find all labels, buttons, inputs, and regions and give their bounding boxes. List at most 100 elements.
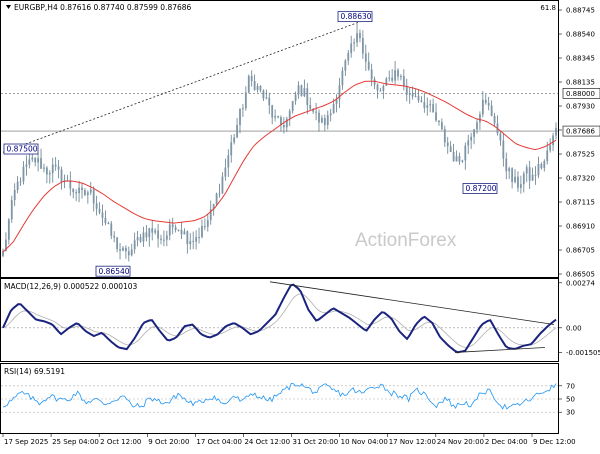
rsi-tick-label: 50 (566, 396, 575, 404)
rsi-plot (1, 382, 558, 413)
candle-body (300, 85, 303, 97)
time-tick-label: 25 Sep 04:00 (52, 438, 99, 446)
candle-body (163, 239, 165, 241)
time-tick-label: 9 Oct 20:00 (148, 438, 189, 446)
candle-body (171, 224, 174, 228)
candle-body (502, 140, 505, 159)
price-tick-label: 0.88135 (566, 79, 595, 87)
candle-body (455, 156, 458, 162)
candle-body (388, 77, 391, 79)
macd-plot (1, 281, 558, 354)
candle-body (361, 38, 364, 54)
macd-tick-label: 0.00274 (566, 279, 595, 287)
price-tick-label: 0.87525 (566, 151, 595, 159)
candle-body (417, 95, 420, 101)
candle-body (490, 105, 493, 116)
price-tick-label: 0.86505 (566, 271, 595, 279)
candle-body (221, 176, 224, 194)
candle-body (37, 158, 40, 163)
price-annotation-box (3, 143, 39, 155)
candle-body (119, 249, 121, 251)
candle-body (408, 93, 411, 95)
candle-body (528, 167, 531, 181)
candle-body (16, 181, 19, 190)
price-annotation-box (337, 11, 373, 23)
candle-body (89, 189, 92, 193)
candle-body (247, 75, 250, 93)
price-tick-label: 0.86910 (566, 223, 595, 231)
macd-line (2, 283, 557, 354)
candle-body (209, 209, 212, 221)
price-annotation-box (462, 183, 498, 194)
time-tick-label: 17 Sep 2025 (4, 438, 48, 446)
candle-body (236, 125, 238, 138)
price-annotation-label: 0.87500 (7, 145, 38, 154)
candle-body (321, 118, 323, 123)
price-tick-label: 0.88345 (566, 55, 595, 63)
candle-body (525, 167, 528, 174)
candle-body (168, 224, 171, 236)
candle-body (373, 79, 376, 85)
candle-body (423, 102, 426, 108)
rsi-panel-header: RSI(14) 69.5191 (4, 367, 65, 376)
candle-body (233, 137, 236, 143)
candle-body (127, 251, 130, 256)
candle-body (517, 176, 519, 188)
candle-body (458, 156, 461, 162)
candle-body (522, 173, 525, 185)
candle-body (75, 192, 78, 194)
candle-body (382, 85, 385, 91)
price-axis: 0.887450.885400.883450.881350.879300.877… (558, 7, 600, 279)
candle-body (174, 227, 177, 231)
candle-body (224, 167, 227, 177)
candle-body (57, 166, 60, 170)
candle-body (306, 88, 309, 106)
candle-body (28, 159, 31, 165)
candle-body (5, 239, 7, 252)
candle-body (48, 173, 51, 175)
menu-triangle-icon[interactable] (6, 5, 11, 9)
rsi-panel-frame (0, 363, 559, 434)
candle-body (332, 103, 335, 114)
candle-body (549, 145, 552, 151)
candle-body (2, 251, 4, 256)
candle-body (329, 113, 332, 116)
candle-body (414, 95, 417, 97)
price-level-label: 0.87686 (566, 128, 595, 136)
candle-body (505, 158, 508, 172)
candle-body (250, 75, 253, 82)
price-level-box (562, 88, 600, 99)
candle-body (277, 115, 279, 118)
candle-body (183, 231, 186, 235)
candle-body (60, 169, 63, 183)
moving-average-line (2, 80, 557, 253)
candle-body (54, 164, 57, 167)
candle-body (25, 164, 28, 167)
candle-body (43, 167, 45, 169)
time-axis: 17 Sep 2025 25 Sep 04:00 2 Oct 12:00 9 Oct … (2, 434, 576, 446)
candle-body (253, 81, 256, 91)
time-tick-label: 2 Dec 04:00 (485, 438, 528, 446)
watermark: ActionForex (355, 230, 457, 251)
candle-body (86, 192, 89, 195)
candle-body (376, 84, 379, 91)
candle-body (142, 232, 145, 242)
candle-body (227, 155, 230, 168)
candle-body (534, 174, 537, 176)
candle-body (338, 85, 341, 100)
candle-body (452, 151, 455, 162)
candle-body (350, 43, 353, 54)
candle-body (157, 230, 159, 239)
main-panel-frame (0, 0, 559, 278)
candle-body (493, 115, 496, 124)
time-tick-label: 9 Dec 12:00 (533, 438, 576, 446)
candle-body (124, 247, 127, 252)
candle-body (446, 142, 449, 147)
candle-body (303, 88, 306, 97)
candle-body (484, 99, 487, 103)
candle-body (402, 76, 405, 86)
candle-body (136, 237, 139, 241)
price-tick-label: 0.86705 (566, 247, 595, 255)
candle-body (92, 189, 95, 204)
time-tick-label: 17 Oct 04:00 (196, 438, 242, 446)
